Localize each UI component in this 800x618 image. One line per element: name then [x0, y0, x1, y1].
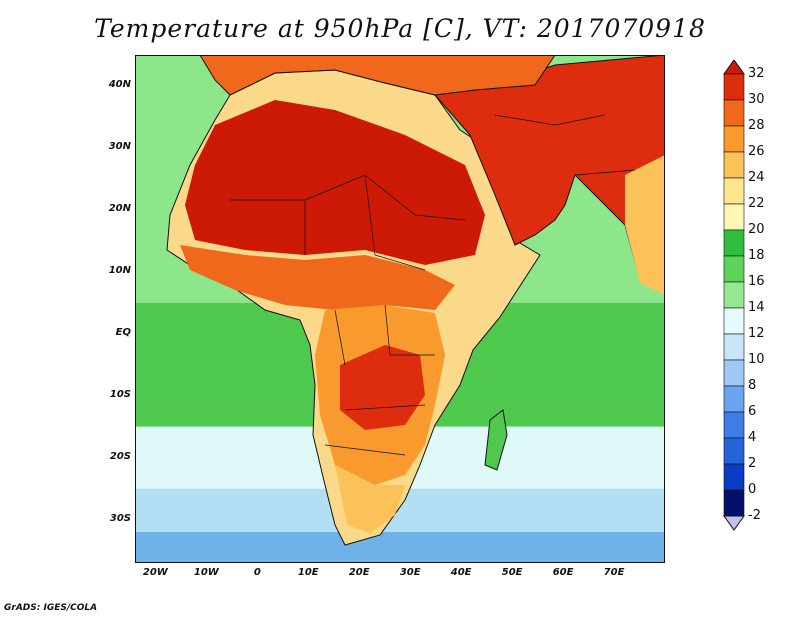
colorbar-level-label: 8 — [748, 378, 757, 393]
credit-text: GrADS: IGES/COLA — [4, 603, 98, 613]
colorbar-swatch — [723, 333, 745, 361]
colorbar-level-label: 2 — [748, 456, 757, 471]
map-border — [135, 55, 665, 563]
longitude-tick-label: 10W — [193, 567, 219, 578]
longitude-tick-label: 10E — [297, 567, 319, 578]
colorbar-level-label: -2 — [748, 508, 761, 523]
colorbar-swatch — [723, 411, 745, 439]
colorbar-level-label: 14 — [748, 300, 765, 315]
south-africa-warm-zone — [335, 465, 405, 533]
colorbar-level-label: 0 — [748, 482, 757, 497]
colorbar-level-label: 32 — [748, 66, 765, 81]
latitude-tick-label: 10S — [109, 388, 131, 400]
colorbar-level-label: 24 — [748, 170, 765, 185]
latitude-tick-label: 20N — [108, 202, 131, 214]
colorbar-swatch — [723, 151, 745, 179]
colorbar-swatch — [723, 229, 745, 257]
colorbar-level-label: 26 — [748, 144, 765, 159]
europe-landmass — [199, 55, 556, 96]
colorbar-level-label: 12 — [748, 326, 765, 341]
colorbar-swatch — [723, 73, 745, 101]
colorbar-level-label: 28 — [748, 118, 765, 133]
india-landmass — [625, 155, 665, 295]
latitude-tick-label: 30S — [109, 512, 131, 524]
colorbar-over-triangle — [723, 60, 745, 75]
colorbar-swatch — [723, 307, 745, 335]
longitude-tick-label: 20W — [142, 567, 168, 578]
colorbar-level-label: 30 — [748, 92, 765, 107]
latitude-tick-label: 40N — [108, 78, 131, 90]
sahel-warm-belt — [180, 245, 455, 310]
colorbar-under-triangle — [723, 515, 745, 531]
colorbar-swatch — [723, 177, 745, 205]
longitude-tick-label: 40E — [450, 567, 472, 578]
colorbar-level-label: 16 — [748, 274, 765, 289]
colorbar-level-label: 20 — [748, 222, 765, 237]
colorbar-swatch — [723, 99, 745, 127]
colorbar-level-label: 18 — [748, 248, 765, 263]
colorbar-swatch — [723, 359, 745, 387]
colorbar-swatch — [723, 281, 745, 309]
ocean-band — [135, 532, 665, 563]
colorbar — [723, 60, 745, 531]
colorbar-level-label: 6 — [748, 404, 757, 419]
longitude-tick-label: 60E — [552, 567, 574, 578]
colorbar-level-label: 22 — [748, 196, 765, 211]
arabia-asia-landmass — [434, 55, 665, 286]
chart-title: Temperature at 950hPa [C], VT: 201707091… — [94, 14, 706, 43]
colorbar-level-label: 10 — [748, 352, 765, 367]
sahara-hot-zone — [185, 100, 485, 265]
colorbar-level-label: 4 — [748, 430, 757, 445]
longitude-tick-label: 20E — [348, 567, 370, 578]
latitude-tick-label: 20S — [109, 450, 131, 462]
colorbar-swatch — [723, 437, 745, 465]
longitude-tick-label: 70E — [603, 567, 625, 578]
colorbar-swatch — [723, 463, 745, 491]
latitude-tick-label: 10N — [108, 264, 131, 276]
colorbar-swatch — [723, 489, 745, 517]
longitude-tick-label: 0 — [253, 567, 261, 578]
land-temperature-field — [166, 55, 665, 546]
colorbar-swatch — [723, 255, 745, 283]
colorbar-swatch — [723, 203, 745, 231]
country-borders — [230, 114, 636, 456]
colorbar-swatch — [723, 125, 745, 153]
temperature-map — [135, 55, 665, 563]
colorbar-swatch — [723, 385, 745, 413]
longitude-tick-label: 50E — [501, 567, 523, 578]
longitude-tick-label: 30E — [399, 567, 421, 578]
madagascar-landmass — [484, 409, 508, 471]
latitude-tick-label: 30N — [108, 140, 131, 152]
latitude-tick-label: EQ — [115, 326, 131, 338]
